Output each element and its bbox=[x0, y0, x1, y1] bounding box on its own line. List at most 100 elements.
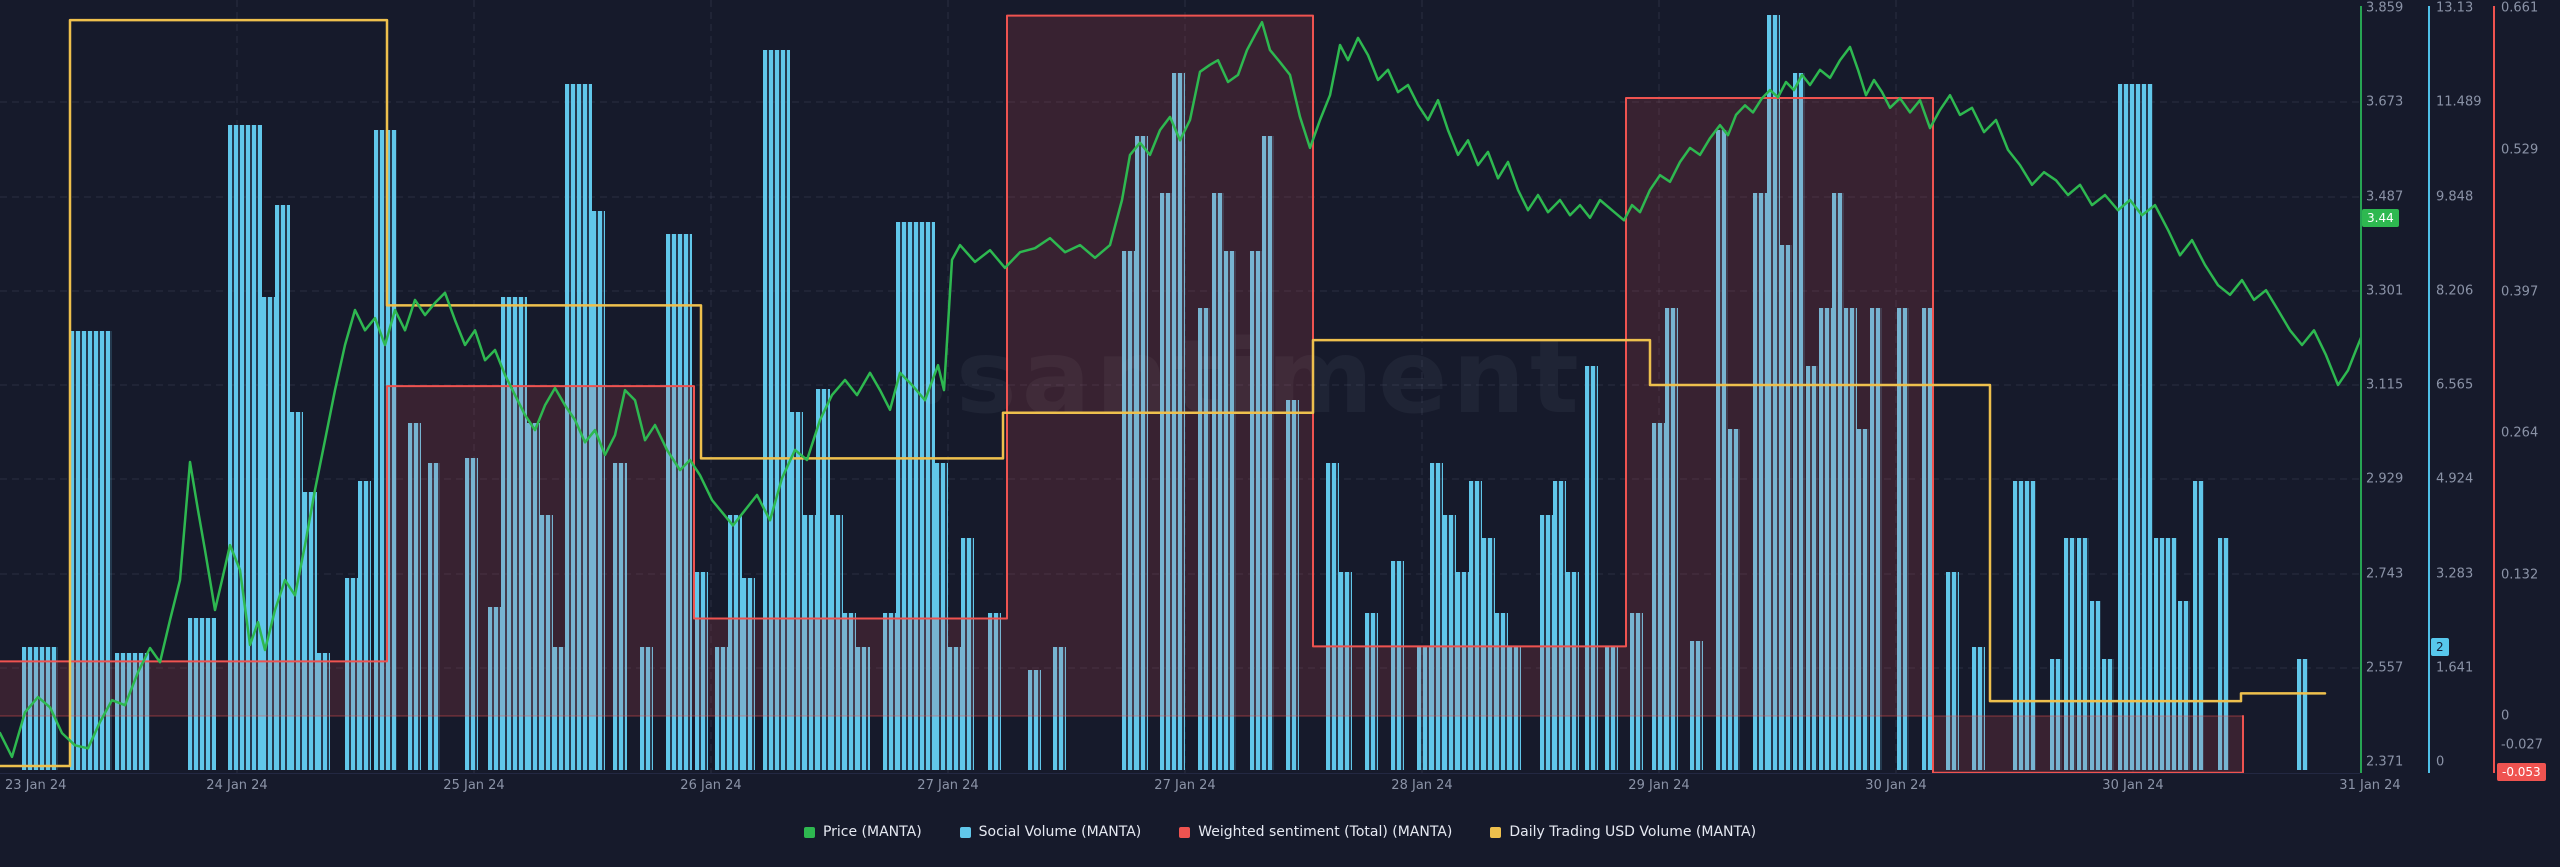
social-volume-bar[interactable] bbox=[896, 222, 935, 770]
social-volume-bar[interactable] bbox=[2050, 658, 2062, 770]
social-volume-bar[interactable] bbox=[1922, 308, 1933, 770]
social-volume-bar[interactable] bbox=[856, 647, 870, 770]
social-volume-bar[interactable] bbox=[1806, 365, 1818, 770]
social-volume-bar[interactable] bbox=[540, 515, 553, 770]
social-volume-bar[interactable] bbox=[1172, 72, 1185, 770]
social-volume-bar[interactable] bbox=[1972, 647, 1985, 770]
social-volume-bar[interactable] bbox=[935, 463, 948, 770]
social-volume-bar[interactable] bbox=[2297, 658, 2308, 770]
social-volume-bar[interactable] bbox=[988, 612, 1001, 770]
legend-item-social-volume[interactable]: Social Volume (MANTA) bbox=[959, 824, 1141, 840]
social-volume-bar[interactable] bbox=[883, 612, 896, 770]
social-volume-bar[interactable] bbox=[1456, 572, 1469, 770]
social-volume-bar[interactable] bbox=[1469, 480, 1482, 770]
social-volume-bar[interactable] bbox=[1135, 136, 1148, 770]
social-volume-bar[interactable] bbox=[1728, 428, 1740, 770]
social-volume-bar[interactable] bbox=[2064, 538, 2076, 770]
social-volume-bar[interactable] bbox=[695, 572, 708, 770]
social-volume-bar[interactable] bbox=[1430, 463, 1443, 770]
social-volume-bar[interactable] bbox=[275, 204, 290, 770]
chart-plot-area[interactable]: santiment bbox=[0, 0, 2360, 773]
social-volume-bar[interactable] bbox=[188, 618, 216, 770]
social-volume-bar[interactable] bbox=[1665, 308, 1678, 770]
social-volume-bar[interactable] bbox=[1326, 463, 1339, 770]
social-volume-bar[interactable] bbox=[1212, 193, 1224, 770]
social-volume-bar[interactable] bbox=[1339, 572, 1352, 770]
social-volume-bar[interactable] bbox=[666, 233, 692, 770]
social-volume-bar[interactable] bbox=[961, 538, 974, 770]
social-volume-bar[interactable] bbox=[1417, 647, 1430, 770]
social-volume-bar[interactable] bbox=[1391, 561, 1404, 770]
social-volume-bar[interactable] bbox=[763, 49, 790, 770]
social-volume-bar[interactable] bbox=[1224, 250, 1236, 770]
social-volume-bar[interactable] bbox=[2193, 480, 2204, 770]
legend-item-weighted-sentiment[interactable]: Weighted sentiment (Total) (MANTA) bbox=[1179, 824, 1452, 840]
social-volume-bar[interactable] bbox=[1028, 670, 1041, 770]
social-volume-bar[interactable] bbox=[428, 463, 440, 770]
social-volume-bar[interactable] bbox=[613, 463, 627, 770]
social-volume-bar[interactable] bbox=[1897, 308, 1909, 770]
social-volume-bar[interactable] bbox=[1495, 612, 1508, 770]
social-volume-bar[interactable] bbox=[1630, 612, 1643, 770]
social-volume-bar[interactable] bbox=[553, 647, 566, 770]
social-volume-bar[interactable] bbox=[345, 578, 358, 770]
social-volume-bar[interactable] bbox=[1250, 250, 1262, 770]
social-volume-bar[interactable] bbox=[1652, 423, 1665, 770]
price-axis-line[interactable] bbox=[2360, 6, 2362, 773]
social-volume-bar[interactable] bbox=[2013, 480, 2036, 770]
legend-item-trading-volume[interactable]: Daily Trading USD Volume (MANTA) bbox=[1490, 824, 1756, 840]
social-volume-bar[interactable] bbox=[1819, 308, 1832, 770]
social-volume-bar[interactable] bbox=[1540, 515, 1553, 770]
social-volume-bar[interactable] bbox=[830, 515, 843, 770]
social-volume-bar[interactable] bbox=[1844, 308, 1857, 770]
social-volume-bar[interactable] bbox=[465, 457, 478, 770]
social-volume-bar[interactable] bbox=[374, 130, 397, 770]
social-volume-bar[interactable] bbox=[1508, 647, 1521, 770]
social-volume-bar[interactable] bbox=[1482, 538, 1495, 770]
social-volume-bar[interactable] bbox=[1566, 572, 1579, 770]
social-volume-bar[interactable] bbox=[715, 647, 728, 770]
social-volume-bar[interactable] bbox=[592, 210, 605, 770]
social-volume-bar[interactable] bbox=[843, 612, 856, 770]
social-volume-bar[interactable] bbox=[488, 606, 501, 770]
social-volume-bar[interactable] bbox=[115, 652, 150, 770]
social-volume-bar[interactable] bbox=[1122, 250, 1135, 770]
social-volume-bar[interactable] bbox=[1793, 72, 1805, 770]
social-volume-bar[interactable] bbox=[1262, 136, 1274, 770]
social-volume-bar[interactable] bbox=[408, 423, 421, 770]
social-volume-bar[interactable] bbox=[640, 647, 653, 770]
social-volume-axis-line[interactable] bbox=[2428, 6, 2430, 773]
social-volume-bar[interactable] bbox=[1780, 245, 1792, 770]
social-volume-bar[interactable] bbox=[742, 578, 755, 770]
social-volume-bar[interactable] bbox=[2090, 601, 2101, 770]
social-volume-bar[interactable] bbox=[527, 423, 540, 770]
social-volume-bar[interactable] bbox=[262, 296, 275, 770]
social-volume-bar[interactable] bbox=[1716, 130, 1728, 770]
social-volume-bar[interactable] bbox=[317, 652, 330, 770]
social-volume-bar[interactable] bbox=[1198, 308, 1210, 770]
social-volume-bar[interactable] bbox=[358, 480, 371, 770]
social-volume-bar[interactable] bbox=[1767, 15, 1780, 770]
social-volume-bar[interactable] bbox=[1053, 647, 1066, 770]
social-volume-bar[interactable] bbox=[2178, 601, 2190, 770]
social-volume-bar[interactable] bbox=[1553, 480, 1566, 770]
social-volume-bar[interactable] bbox=[1870, 308, 1882, 770]
social-volume-bar[interactable] bbox=[948, 647, 961, 770]
social-volume-bar[interactable] bbox=[1753, 193, 1767, 770]
social-volume-bar[interactable] bbox=[803, 515, 816, 770]
social-volume-bar[interactable] bbox=[2154, 538, 2177, 770]
social-volume-bar[interactable] bbox=[728, 515, 742, 770]
social-volume-bar[interactable] bbox=[816, 388, 830, 770]
social-volume-bar[interactable] bbox=[2118, 84, 2153, 770]
social-volume-bar[interactable] bbox=[2077, 538, 2089, 770]
social-volume-bar[interactable] bbox=[1946, 572, 1959, 770]
social-volume-bar[interactable] bbox=[1857, 428, 1869, 770]
social-volume-bar[interactable] bbox=[2102, 658, 2114, 770]
social-volume-bar[interactable] bbox=[1286, 400, 1299, 770]
social-volume-bar[interactable] bbox=[1160, 193, 1172, 770]
social-volume-bar[interactable] bbox=[303, 492, 317, 770]
social-volume-bar[interactable] bbox=[1443, 515, 1456, 770]
social-volume-bar[interactable] bbox=[2218, 538, 2229, 770]
social-volume-bar[interactable] bbox=[1690, 641, 1703, 770]
social-volume-bar[interactable] bbox=[70, 331, 112, 770]
